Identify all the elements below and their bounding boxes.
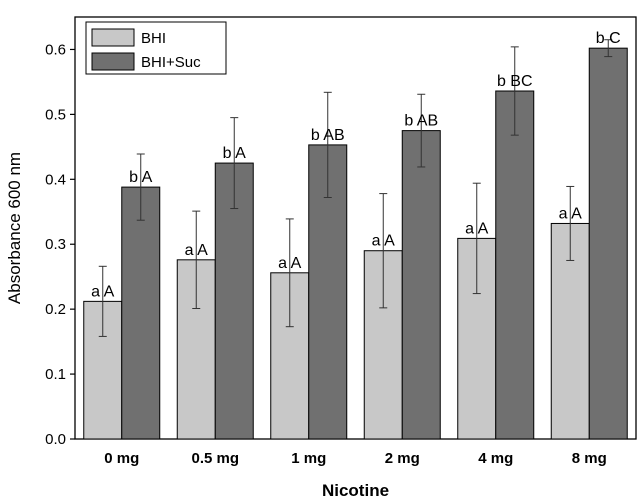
plot-frame	[74, 16, 637, 440]
y-tick-label: 0.5	[45, 106, 66, 123]
bar-annotation: a A	[559, 205, 582, 222]
x-axis-title: Nicotine	[322, 481, 389, 500]
bars-layer: a A b A a A b A a A b AB a A b AB a A b BC a A b C	[83, 30, 628, 440]
y-axis: 0.0 0.1 0.2 0.3 0.4 0.5 0.6	[45, 41, 75, 448]
bar-bhi-suc	[495, 90, 535, 440]
legend-swatch-bhi-suc	[91, 52, 135, 71]
x-tick-label: 2 mg	[385, 450, 420, 467]
legend-label-bhi: BHI	[141, 30, 166, 47]
bar-bhi-suc	[588, 47, 628, 440]
bar-annotation: a A	[372, 233, 395, 250]
x-tick-label: 0 mg	[104, 450, 139, 467]
bar-annotation: a A	[91, 283, 114, 300]
bar-annotation: a A	[185, 242, 208, 259]
x-tick-label: 4 mg	[478, 450, 513, 467]
y-axis-title: Absorbance 600 nm	[5, 152, 24, 304]
legend-label-bhi-suc: BHI+Suc	[141, 54, 201, 71]
plot-border	[74, 16, 637, 440]
bar-annotation: a A	[465, 220, 488, 237]
legend-swatch-bhi	[91, 28, 135, 47]
x-tick-label: 0.5 mg	[191, 450, 239, 467]
bar-annotation: b BC	[497, 73, 533, 90]
legend: BHI BHI+Suc	[85, 21, 227, 75]
x-tick-label: 8 mg	[572, 450, 607, 467]
bar-annotation: b A	[223, 145, 246, 162]
bar-annotation: b A	[129, 169, 152, 186]
bar-annotation: b C	[596, 30, 621, 47]
bar-bhi-suc	[401, 130, 441, 440]
y-tick-label: 0.4	[45, 171, 66, 188]
y-tick-label: 0.0	[45, 431, 66, 448]
y-tick-label: 0.3	[45, 236, 66, 253]
y-tick-label: 0.6	[45, 41, 66, 58]
bar-bhi-suc	[121, 186, 161, 440]
bar-annotation: b AB	[311, 127, 345, 144]
x-tick-label: 1 mg	[291, 450, 326, 467]
y-tick-label: 0.2	[45, 301, 66, 318]
bar-annotation: a A	[278, 255, 301, 272]
y-tick-label: 0.1	[45, 366, 66, 383]
x-axis: 0 mg 0.5 mg 1 mg 2 mg 4 mg 8 mg	[104, 450, 607, 467]
bar-annotation: b AB	[404, 113, 438, 130]
